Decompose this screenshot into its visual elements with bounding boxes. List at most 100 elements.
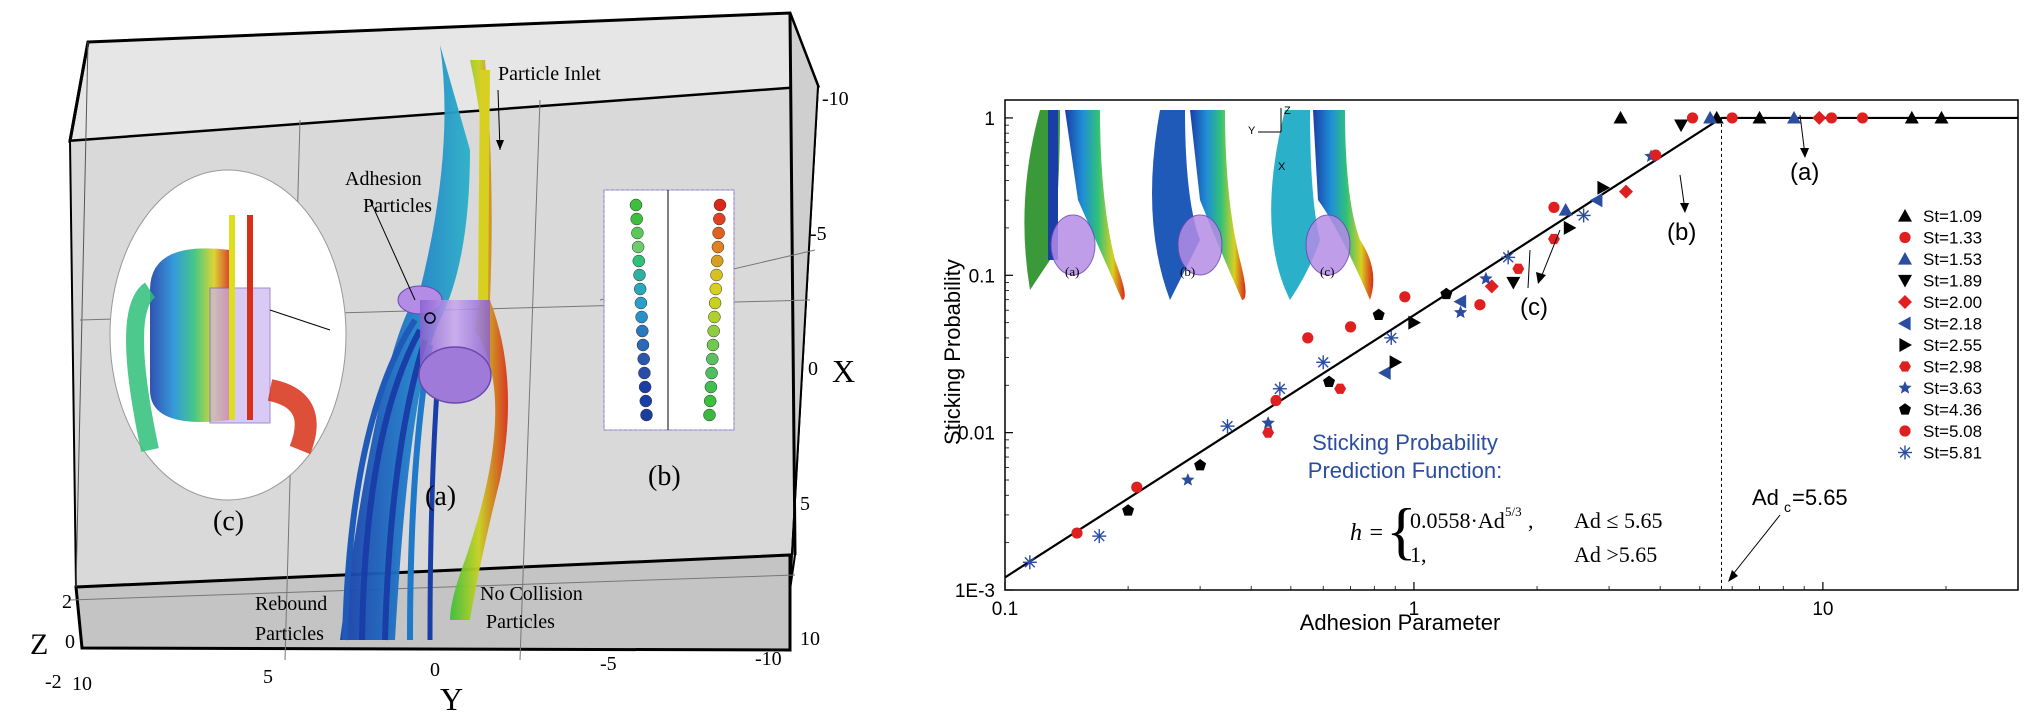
data-point-shape bbox=[1812, 110, 1827, 125]
y-tick-label: 1 bbox=[984, 109, 995, 130]
inset-b-particles bbox=[603, 189, 735, 431]
data-point bbox=[1650, 149, 1662, 161]
y-tick-label: 0.1 bbox=[969, 266, 995, 287]
data-point bbox=[1261, 416, 1275, 429]
chart-inset-c bbox=[1271, 110, 1374, 300]
inset-b-dot bbox=[713, 212, 726, 226]
x-axis-title: X bbox=[832, 353, 855, 389]
data-point-stroke bbox=[1578, 210, 1590, 221]
inset-b-dot bbox=[638, 366, 651, 380]
data-point bbox=[1686, 112, 1699, 124]
data-point-shape bbox=[1372, 308, 1385, 321]
inset-b-dot bbox=[713, 198, 727, 212]
panel-a-label: (a) bbox=[425, 481, 456, 512]
legend-marker bbox=[1898, 274, 1912, 288]
chart-svg: (a) (b) (c) Z Y X 1E-3 0.01 0.1 1 0.1 1 10 St=… bbox=[940, 99, 2019, 635]
legend-marker bbox=[1898, 445, 1912, 460]
legend-label: St=2.55 bbox=[1923, 336, 1982, 355]
legend-marker-shape bbox=[1899, 361, 1911, 372]
chart-inset-images: (a) (b) (c) Z Y X bbox=[1024, 105, 1374, 300]
x-axis-label: Adhesion Parameter bbox=[1300, 610, 1501, 635]
inset-b-dot bbox=[704, 380, 718, 394]
data-point-shape bbox=[1131, 481, 1143, 493]
inset-b-dot bbox=[632, 254, 646, 268]
data-point bbox=[1262, 427, 1275, 438]
inset-c-ellipse bbox=[109, 169, 347, 501]
data-point-shape bbox=[1302, 332, 1314, 344]
legend-marker bbox=[1899, 231, 1911, 244]
inset-b-dot bbox=[630, 212, 643, 226]
data-point bbox=[1408, 315, 1421, 330]
data-point bbox=[1618, 184, 1633, 199]
y-axis-label: Sticking Probability bbox=[940, 259, 965, 445]
data-point-shape bbox=[1344, 321, 1357, 333]
nocollision-label-1: No Collision bbox=[480, 583, 583, 605]
adc-main: Ad bbox=[1752, 485, 1779, 510]
data-point-shape bbox=[1262, 427, 1275, 438]
legend-label: St=1.09 bbox=[1923, 207, 1982, 226]
y-tick: 10 bbox=[72, 673, 92, 695]
y-tick-label: 1E-3 bbox=[955, 581, 995, 602]
data-point-shape bbox=[1613, 110, 1628, 124]
legend-marker-shape bbox=[1898, 252, 1912, 265]
data-point-stroke bbox=[1317, 356, 1329, 368]
inset-b-dot-columns bbox=[629, 198, 727, 422]
formula-row2-cond: Ad >5.65 bbox=[1574, 542, 1657, 567]
inset-axis-y: Y bbox=[1248, 125, 1256, 137]
data-point bbox=[1384, 330, 1399, 345]
data-point-stroke bbox=[1502, 251, 1514, 263]
inset-b-dot bbox=[703, 394, 717, 408]
data-point bbox=[1726, 112, 1738, 124]
plot-border bbox=[1004, 99, 2019, 591]
x-axis-ticks: -10 -5 0 5 10 bbox=[800, 88, 849, 650]
data-point-shape bbox=[1323, 375, 1336, 388]
x-tick: 5 bbox=[800, 493, 810, 515]
data-point-shape bbox=[1122, 504, 1135, 516]
data-point-stroke bbox=[1385, 332, 1397, 344]
trajectory-3d-svg: Particle Inlet Adhesion Particles Reboun… bbox=[30, 11, 855, 717]
data-point bbox=[1272, 381, 1287, 396]
data-point-stroke bbox=[1093, 530, 1105, 542]
data-point-shape bbox=[1506, 276, 1521, 290]
data-point-shape bbox=[1904, 110, 1919, 124]
label-leaders bbox=[369, 89, 504, 301]
x-tick-label: 1 bbox=[1409, 599, 1420, 620]
inset-b-dot bbox=[706, 338, 720, 352]
inset-b-dot bbox=[639, 394, 653, 408]
data-point bbox=[1071, 527, 1083, 539]
inset-b-dot bbox=[634, 296, 648, 310]
inset-b-dot bbox=[710, 268, 723, 282]
legend-marker bbox=[1899, 361, 1911, 372]
data-point bbox=[1440, 287, 1453, 300]
legend-label: St=5.81 bbox=[1923, 444, 1982, 463]
inset-b-dot bbox=[711, 240, 725, 254]
inset-b-dot bbox=[640, 408, 653, 422]
data-point bbox=[1181, 473, 1195, 486]
inset-b-dot bbox=[705, 366, 718, 380]
legend-marker bbox=[1899, 338, 1912, 352]
data-points bbox=[1022, 110, 1949, 570]
y-tick: 5 bbox=[263, 666, 273, 688]
callout-c: (c) bbox=[1520, 294, 1548, 321]
data-point bbox=[1220, 419, 1235, 434]
formula-brace: { bbox=[1386, 495, 1417, 566]
inset-b-dot bbox=[635, 310, 648, 324]
x-tick: -10 bbox=[822, 88, 849, 110]
nocollision-label-2: Particles bbox=[486, 611, 555, 633]
data-point bbox=[1506, 276, 1521, 290]
data-point bbox=[1512, 263, 1525, 274]
adc-sub: c bbox=[1784, 499, 1791, 515]
inset-c-label: (c) bbox=[1320, 264, 1334, 279]
data-point-shape bbox=[1934, 110, 1949, 124]
callout-a: (a) bbox=[1790, 159, 1819, 186]
legend-label: St=3.63 bbox=[1923, 379, 1982, 398]
data-point bbox=[1372, 308, 1385, 321]
inset-b-dot bbox=[708, 296, 722, 310]
data-point bbox=[1270, 394, 1282, 407]
data-point bbox=[1674, 119, 1689, 133]
data-point-shape bbox=[1071, 527, 1083, 539]
data-point bbox=[1787, 110, 1802, 124]
legend-marker bbox=[1898, 209, 1912, 222]
formula-row1-cond: Ad ≤ 5.65 bbox=[1574, 508, 1662, 533]
data-point bbox=[1548, 201, 1560, 214]
